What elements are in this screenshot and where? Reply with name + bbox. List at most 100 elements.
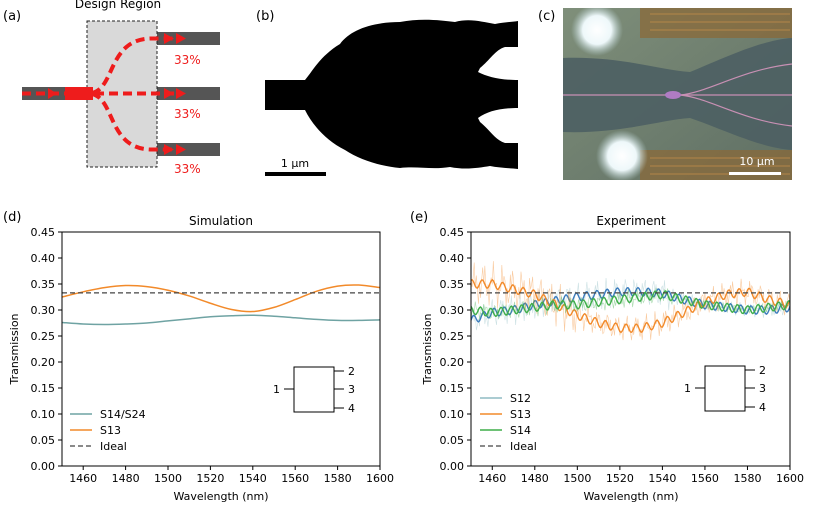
legend-s13-label: S13 [100,424,121,437]
output-waveguide-middle [157,87,220,100]
output-middle-percent: 33% [174,107,201,121]
x-tick-label: 1560 [691,472,719,485]
chart-0-series [62,284,380,326]
panel-c-label: (c) [538,9,555,24]
chart-e-title: Experiment [596,214,666,228]
chart-d-xlabel: Wavelength (nm) [173,490,268,503]
y-tick-label: 0.20 [440,356,465,369]
port-1-label: 1 [684,382,691,395]
x-tick-label: 1560 [281,472,309,485]
x-tick-label: 1580 [733,472,761,485]
y-tick-label: 0.45 [31,226,56,239]
legend-s12-label: S12 [510,392,531,405]
y-tick-label: 0.35 [31,278,56,291]
design-region-label: Design Region [75,0,161,11]
y-tick-label: 0.15 [31,382,56,395]
y-tick-label: 0.10 [440,408,465,421]
x-tick-label: 1600 [366,472,394,485]
port-box [293,366,335,413]
series-s13-noise [471,261,790,341]
panel-a: (a) Design Region 33% 33% 33% [3,0,220,176]
micrograph [563,8,792,180]
x-tick-label: 1520 [196,472,224,485]
x-tick-label: 1460 [69,472,97,485]
y-tick-label: 0.45 [440,226,465,239]
panel-d-label: (d) [3,210,21,225]
series-s14-s24-line [62,314,380,326]
chart-e-legend: S12 S13 S14 Ideal [480,392,537,453]
x-tick-label: 1580 [324,472,352,485]
x-tick-label: 1540 [648,472,676,485]
output-waveguide-bottom [157,143,220,156]
output-bottom-percent: 33% [174,162,201,176]
port-diagram-d: 1 2 3 4 [273,365,355,415]
legend-ideal-label: Ideal [100,440,127,453]
port-box [704,365,746,412]
y-tick-label: 0.30 [440,304,465,317]
port-3-label: 3 [348,383,355,396]
chart-0-frame [61,231,381,467]
port-4-label: 4 [759,401,766,414]
chart-e-ylabel: Transmission [421,313,434,385]
output-top-percent: 33% [174,53,201,67]
chart-d-title: Simulation [189,214,253,228]
port-diagram-e: 1 2 3 4 [684,364,766,414]
scale-label-c: 10 μm [739,155,774,168]
port-2-label: 2 [759,364,766,377]
panel-a-label: (a) [3,9,21,24]
chart-1-series [471,261,790,341]
port-3-label: 3 [759,382,766,395]
propagation-arrows [48,33,186,155]
series-s13-line [62,284,380,313]
chart-d-axes: 0.00 0.05 0.10 0.15 0.20 0.25 0.30 0.35 0.40 0.45… [31,226,395,485]
panel-c: (c) 10 μm [538,8,792,180]
output-waveguide-top [157,32,220,45]
series-s12-noise [471,277,790,331]
scale-bar-c [729,172,781,175]
panel-e-label: (e) [410,210,428,225]
x-tick-label: 1540 [239,472,267,485]
y-tick-label: 0.35 [440,278,465,291]
input-power-block [65,87,93,100]
y-tick-label: 0.20 [31,356,56,369]
x-tick-label: 1480 [521,472,549,485]
x-tick-label: 1600 [776,472,804,485]
legend-s14-label: S14 [510,424,531,437]
legend-ideal-label: Ideal [510,440,537,453]
y-tick-label: 0.30 [31,304,56,317]
y-tick-label: 0.25 [440,330,465,343]
y-tick-label: 0.40 [440,252,465,265]
port-1-label: 1 [273,383,280,396]
chart-1-frame [470,231,791,467]
y-tick-label: 0.00 [440,460,465,473]
panel-e: (e) Experiment 0.000.050.100.150.200.250… [410,210,804,503]
y-tick-label: 0.05 [31,434,56,447]
y-tick-label: 0.15 [440,382,465,395]
chart-d-ylabel: Transmission [8,313,21,385]
chart-e-axes: 0.00 0.05 0.10 0.15 0.20 0.25 0.30 0.35 0.40 0.45… [440,226,805,485]
chart-e-xlabel: Wavelength (nm) [583,490,678,503]
x-tick-label: 1460 [478,472,506,485]
optimized-splitter-shape [265,19,518,170]
y-tick-label: 0.40 [31,252,56,265]
x-tick-label: 1480 [112,472,140,485]
chart-d-legend: S14/S24 S13 Ideal [70,408,146,453]
y-tick-label: 0.05 [440,434,465,447]
x-tick-label: 1500 [154,472,182,485]
panel-b: (b) 1 μm [256,9,518,176]
scale-bar-b [265,172,326,176]
panel-b-label: (b) [256,9,274,24]
port-4-label: 4 [348,402,355,415]
y-tick-label: 0.00 [31,460,56,473]
series-s14-line [471,290,790,317]
x-tick-label: 1520 [606,472,634,485]
y-tick-label: 0.10 [31,408,56,421]
panel-d: (d) Simulation 0.000.050.100.150.200.250… [3,210,394,503]
series-s12-line [471,286,790,323]
x-tick-label: 1500 [563,472,591,485]
y-tick-label: 0.25 [31,330,56,343]
legend-s14-s24-label: S14/S24 [100,408,146,421]
scale-label-b: 1 μm [281,157,309,170]
port-2-label: 2 [348,365,355,378]
